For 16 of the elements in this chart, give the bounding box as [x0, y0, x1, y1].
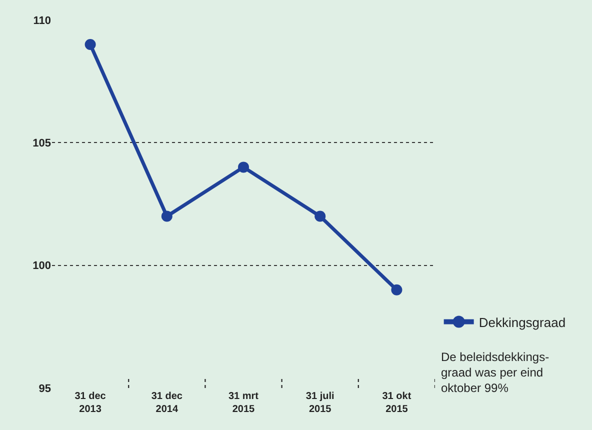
x-tick-label: 31 dec 2014	[151, 391, 183, 415]
point	[391, 284, 402, 296]
text: De beleidsdekkings- graad was per eind oktober 99%	[441, 350, 550, 396]
point	[161, 210, 172, 222]
legend-label: Dekkingsgraad	[478, 314, 566, 330]
y-tick-label: 95	[38, 382, 51, 395]
point	[238, 162, 249, 173]
x-tick-label: 31 dec 2013	[74, 391, 106, 415]
y-tick-label: 100	[32, 260, 51, 272]
point	[314, 210, 326, 222]
y-tick-label: 105	[32, 138, 51, 150]
x-tick-label: 31 juli 2015	[306, 391, 334, 415]
y-tick-label: 110	[33, 14, 51, 27]
x-tick-label: 31 mrt 2015	[228, 391, 260, 415]
x-tick-label: 31 okt 2015	[382, 391, 412, 415]
point	[84, 39, 96, 50]
